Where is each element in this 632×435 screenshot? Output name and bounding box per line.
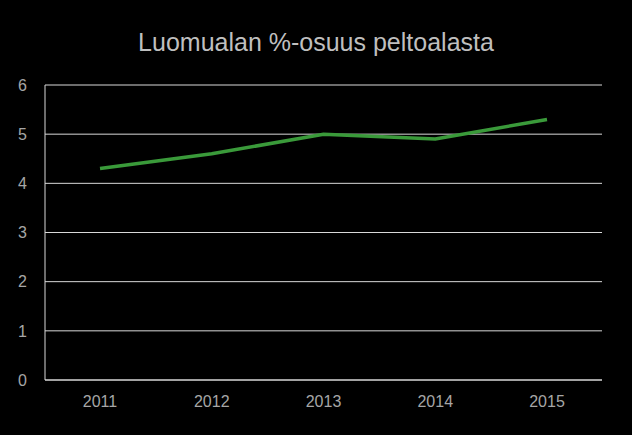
svg-text:2013: 2013 xyxy=(306,393,342,410)
svg-text:2012: 2012 xyxy=(194,393,230,410)
svg-text:2014: 2014 xyxy=(417,393,453,410)
svg-text:4: 4 xyxy=(18,175,27,192)
html-text:Luomualan %-osuus peltoalasta: Luomualan %-osuus peltoalasta xyxy=(138,28,494,56)
svg-text:0: 0 xyxy=(18,372,27,389)
svg-text:6: 6 xyxy=(18,77,27,94)
svg-text:2015: 2015 xyxy=(529,393,565,410)
svg-text:3: 3 xyxy=(18,224,27,241)
svg-text:1: 1 xyxy=(18,323,27,340)
svg-text:2011: 2011 xyxy=(83,393,118,410)
svg-text:2: 2 xyxy=(18,273,27,290)
svg-text:5: 5 xyxy=(18,126,27,143)
